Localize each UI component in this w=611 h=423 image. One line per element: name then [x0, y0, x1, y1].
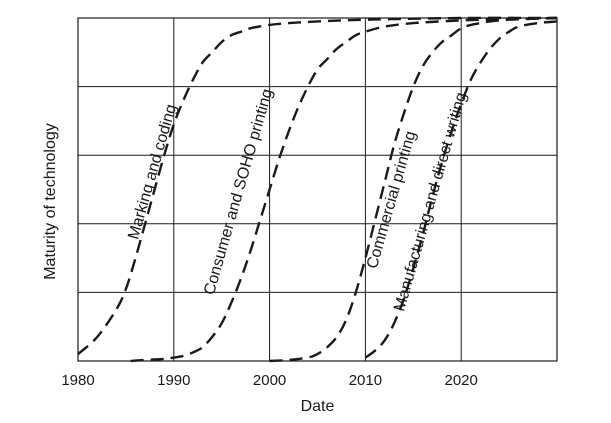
series-line-commercial-printing — [269, 16, 558, 363]
x-tick-label: 1980 — [61, 372, 94, 389]
series-line-marking-and-coding — [77, 16, 558, 356]
series-label-marking-and-coding: Marking and coding — [125, 102, 180, 241]
series-line-manufacturing-and-direct-writing — [364, 20, 558, 359]
x-axis-title: Date — [301, 398, 335, 415]
curve-labels: Marking and coding Consumer and SOHO prin… — [125, 87, 470, 313]
x-tick-label: 1990 — [157, 372, 190, 389]
plot-frame — [77, 17, 558, 362]
series-line-consumer-and-soho-printing — [130, 16, 558, 363]
x-tick-labels: 1980 1990 2000 2010 2020 — [61, 372, 478, 389]
x-tick-label: 2010 — [349, 372, 382, 389]
x-tick-label: 2000 — [253, 372, 286, 389]
series-label-consumer-and-soho-printing: Consumer and SOHO printing — [201, 87, 276, 297]
y-axis-title: Maturity of technology — [42, 123, 59, 280]
series-label-manufacturing-and-direct-writing: Manufacturing and direct writing — [391, 91, 470, 314]
curves — [77, 16, 558, 363]
x-tick-label: 2020 — [445, 372, 478, 389]
